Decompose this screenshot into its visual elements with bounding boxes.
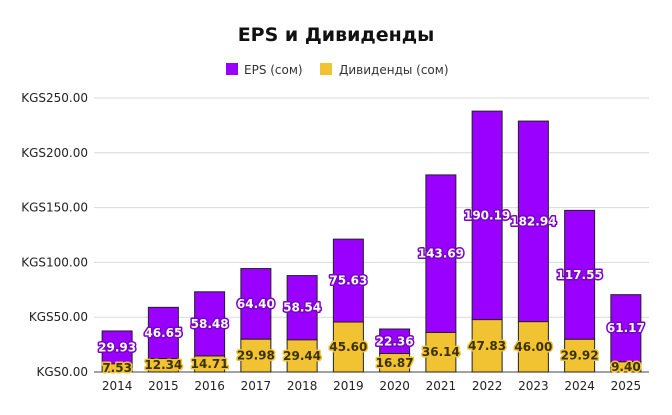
x-tick-label: 2014 — [102, 379, 133, 393]
x-tick-label: 2024 — [564, 379, 595, 393]
y-tick-label: KGS200.00 — [21, 146, 88, 160]
bar-eps — [147, 306, 179, 359]
data-label-dividends: 29.92 — [561, 349, 599, 363]
data-label-eps: 58.54 — [283, 301, 321, 315]
data-label-dividends: 7.53 — [102, 361, 132, 375]
data-label-eps: 46.65 — [144, 326, 182, 340]
data-label-eps: 182.94 — [510, 214, 556, 228]
bar-eps — [564, 209, 596, 340]
bar-eps — [471, 110, 503, 321]
bar-dividends — [517, 321, 549, 373]
x-tick-label: 2020 — [379, 379, 410, 393]
bar-dividends — [286, 339, 318, 373]
data-label-eps: 190.19 — [464, 208, 510, 222]
data-labels: 7.53 29.93 12.34 46.65 14.71 58.48 29.98 64.40 2… — [97, 207, 647, 377]
data-label-dividends: 45.60 — [329, 340, 367, 354]
y-tick-label: KGS150.00 — [21, 201, 88, 215]
y-tick-label: KGS250.00 — [21, 91, 88, 105]
data-label-dividends: 36.14 — [422, 345, 460, 359]
legend: EPS (сом) Дивиденды (сом) — [226, 63, 449, 77]
y-axis-tick-labels: KGS0.00 KGS50.00 KGS100.00 KGS150.00 KGS200.… — [21, 91, 88, 379]
x-tick-label: 2021 — [426, 379, 457, 393]
chart-title: EPS и Дивиденды — [238, 24, 435, 46]
data-label-eps: 61.17 — [607, 321, 645, 335]
data-label-dividends: 47.83 — [468, 339, 506, 353]
bar-eps — [425, 174, 457, 333]
bar-dividends — [332, 321, 364, 373]
data-label-eps: 64.40 — [237, 297, 275, 311]
data-label-eps: 143.69 — [418, 247, 464, 261]
bar-eps — [610, 294, 642, 363]
data-label-dividends: 29.44 — [283, 349, 321, 363]
x-tick-label: 2019 — [333, 379, 364, 393]
legend-label-eps: EPS (сом) — [244, 63, 303, 77]
data-label-dividends: 12.34 — [144, 358, 182, 372]
y-tick-label: KGS100.00 — [21, 255, 88, 269]
data-label-dividends: 16.87 — [376, 356, 414, 370]
x-tick-label: 2023 — [518, 379, 549, 393]
x-tick-label: 2022 — [472, 379, 503, 393]
x-tick-label: 2015 — [148, 379, 179, 393]
data-label-dividends: 14.71 — [191, 357, 229, 371]
bar-eps — [379, 328, 411, 355]
x-tick-label: 2016 — [194, 379, 225, 393]
y-tick-label: KGS50.00 — [29, 310, 88, 324]
data-label-dividends: 29.98 — [237, 349, 275, 363]
data-label-eps: 29.93 — [98, 340, 136, 354]
legend-label-dividends: Дивиденды (сом) — [339, 63, 449, 77]
data-label-dividends: 46.00 — [514, 340, 552, 354]
bar-eps — [240, 268, 272, 340]
data-label-eps: 22.36 — [376, 334, 414, 348]
x-tick-label: 2018 — [287, 379, 318, 393]
data-label-eps: 117.55 — [556, 268, 602, 282]
bar-eps — [286, 275, 318, 341]
x-axis-tick-labels: 2014 2015 2016 2017 2018 2019 2020 2021 2022 2023… — [102, 379, 641, 393]
gridlines — [94, 97, 649, 373]
bar-eps — [194, 291, 226, 357]
legend-swatch-dividends — [320, 63, 332, 75]
bar-eps — [517, 120, 549, 323]
data-label-dividends: 9.40 — [611, 360, 641, 374]
bar-eps — [332, 238, 364, 323]
data-label-eps: 58.48 — [191, 317, 229, 331]
bar-eps — [101, 330, 133, 365]
x-tick-label: 2025 — [611, 379, 642, 393]
x-tick-label: 2017 — [241, 379, 272, 393]
data-label-eps: 75.63 — [329, 274, 367, 288]
legend-swatch-eps — [226, 63, 238, 75]
bar-dividends — [425, 331, 457, 373]
bars — [101, 110, 642, 373]
y-tick-label: KGS0.00 — [36, 365, 88, 379]
